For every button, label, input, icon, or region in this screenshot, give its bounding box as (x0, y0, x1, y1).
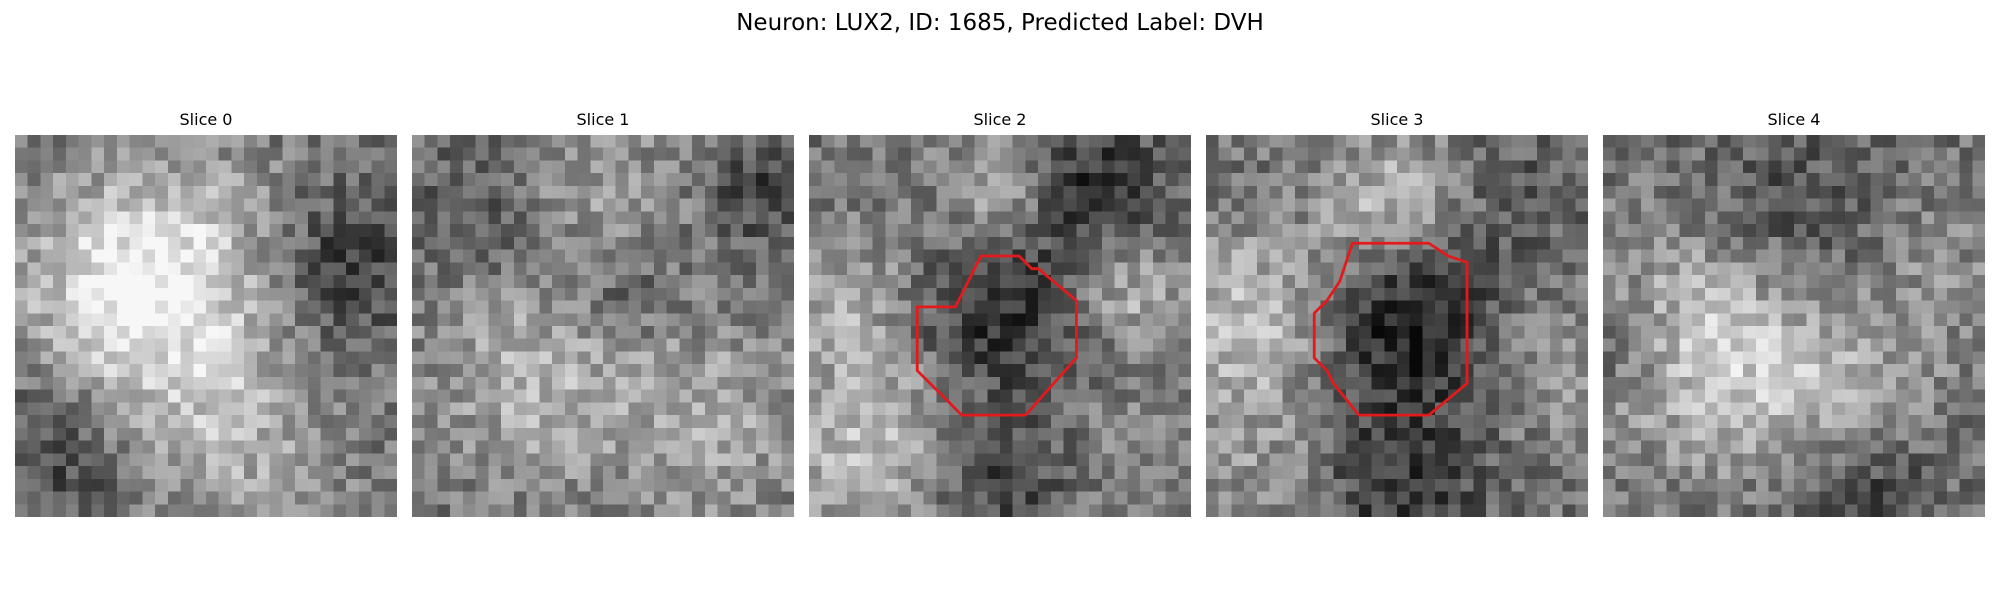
pixel-grid (1206, 135, 1588, 517)
roi-contour (915, 254, 1078, 417)
slice-title-1: Slice 1 (576, 110, 630, 129)
slice-image-1 (412, 135, 794, 517)
slice-image-0 (15, 135, 397, 517)
roi-contour (1312, 241, 1469, 417)
slice-image-2 (809, 135, 1191, 517)
slice-title-3: Slice 3 (1370, 110, 1424, 129)
figure-title: Neuron: LUX2, ID: 1685, Predicted Label:… (736, 10, 1264, 36)
slice-title-0: Slice 0 (179, 110, 233, 129)
pixel-grid (412, 135, 794, 517)
slice-image-3 (1206, 135, 1588, 517)
pixel-grid (15, 135, 397, 517)
pixel-grid (809, 135, 1191, 517)
slice-title-4: Slice 4 (1767, 110, 1821, 129)
slice-title-2: Slice 2 (973, 110, 1027, 129)
pixel-grid (1603, 135, 1985, 517)
slice-image-4 (1603, 135, 1985, 517)
